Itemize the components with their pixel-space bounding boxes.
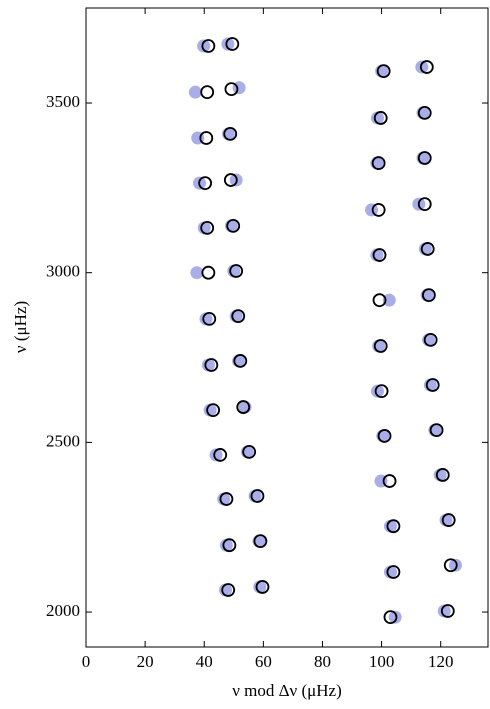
- observed-point: [365, 203, 379, 217]
- model-point: [255, 580, 270, 594]
- observed-point: [199, 312, 213, 326]
- observed-point: [370, 384, 384, 398]
- model-point: [199, 131, 214, 145]
- model-point: [377, 429, 392, 443]
- model-point: [374, 384, 389, 399]
- x-tick-label: 100: [369, 652, 395, 671]
- model-point: [206, 403, 221, 418]
- observed-point: [383, 565, 397, 579]
- model-point: [226, 218, 241, 233]
- x-tick-label: 20: [137, 652, 154, 671]
- observed-point: [382, 293, 396, 307]
- x-tick-label: 80: [314, 652, 331, 671]
- model-point: [386, 519, 401, 534]
- model-point: [198, 176, 213, 191]
- observed-point: [370, 111, 384, 125]
- observed-point: [437, 604, 451, 618]
- y-axis-label: ν (μHz): [11, 301, 30, 353]
- model-point: [242, 444, 257, 459]
- model-point: [417, 151, 432, 165]
- x-tick-label: 120: [428, 652, 454, 671]
- model-point: [213, 448, 228, 462]
- model-point: [440, 604, 455, 618]
- model-point: [417, 105, 432, 120]
- model-point: [386, 565, 401, 579]
- model-point: [372, 248, 387, 262]
- model-point: [219, 492, 234, 506]
- model-point: [417, 197, 432, 212]
- plot-frame: [85, 7, 489, 648]
- observed-point: [448, 558, 462, 572]
- model-point: [229, 264, 244, 278]
- y-tick-label: 2000: [46, 601, 80, 620]
- model-point: [420, 242, 435, 256]
- y-tick-label: 2500: [46, 431, 80, 450]
- observed-point: [415, 60, 429, 74]
- model-point: [419, 60, 434, 74]
- model-point: [376, 64, 391, 79]
- x-tick-label: 40: [196, 652, 213, 671]
- observed-point: [190, 266, 204, 280]
- model-point: [221, 583, 236, 597]
- model-point: [371, 156, 386, 170]
- model-point: [435, 468, 450, 482]
- observed-point: [219, 538, 233, 552]
- model-point: [371, 203, 386, 217]
- model-point: [201, 39, 216, 53]
- x-axis-label: ν mod Δν (μHz): [232, 681, 342, 700]
- observed-point: [209, 448, 223, 462]
- model-point: [201, 265, 216, 280]
- model-point: [443, 558, 458, 573]
- model-point: [382, 474, 397, 488]
- model-point: [231, 309, 246, 324]
- model-point: [222, 538, 237, 553]
- model-point: [225, 37, 240, 51]
- model-point: [421, 288, 436, 302]
- model-point: [383, 610, 398, 625]
- model-point: [372, 293, 387, 308]
- model-point: [200, 85, 215, 100]
- model-point: [425, 378, 440, 392]
- observed-point: [197, 221, 211, 235]
- observed-point: [201, 358, 215, 372]
- observed-point: [221, 37, 235, 51]
- model-point: [441, 513, 456, 527]
- model-point: [429, 423, 444, 438]
- observed-point: [203, 403, 217, 417]
- model-point: [223, 126, 238, 141]
- model-point: [250, 489, 265, 503]
- model-point: [204, 358, 219, 372]
- observed-point: [197, 39, 211, 53]
- model-point: [223, 173, 238, 187]
- y-tick-label: 3000: [46, 262, 80, 281]
- model-point: [373, 339, 388, 353]
- model-point: [224, 82, 239, 97]
- y-tick-label: 3500: [46, 92, 80, 111]
- observed-point: [383, 519, 397, 533]
- model-point: [423, 332, 438, 347]
- model-point: [233, 354, 248, 368]
- model-point: [202, 311, 217, 326]
- x-tick-label: 0: [82, 652, 91, 671]
- model-point: [200, 221, 215, 235]
- model-point: [373, 111, 388, 125]
- x-tick-label: 60: [255, 652, 272, 671]
- model-point: [253, 534, 268, 549]
- model-point: [236, 400, 251, 414]
- observed-point: [188, 85, 202, 99]
- observed-point: [388, 610, 402, 624]
